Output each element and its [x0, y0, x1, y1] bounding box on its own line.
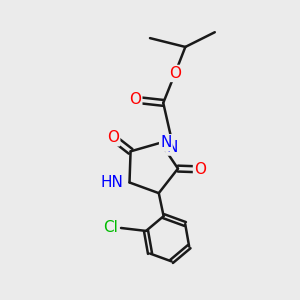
- Text: O: O: [169, 66, 181, 81]
- Text: HN: HN: [100, 175, 123, 190]
- Text: Cl: Cl: [103, 220, 118, 236]
- Text: N: N: [160, 135, 172, 150]
- Text: O: O: [107, 130, 119, 145]
- Text: O: O: [194, 162, 206, 177]
- Text: O: O: [129, 92, 141, 107]
- Text: N: N: [167, 140, 178, 154]
